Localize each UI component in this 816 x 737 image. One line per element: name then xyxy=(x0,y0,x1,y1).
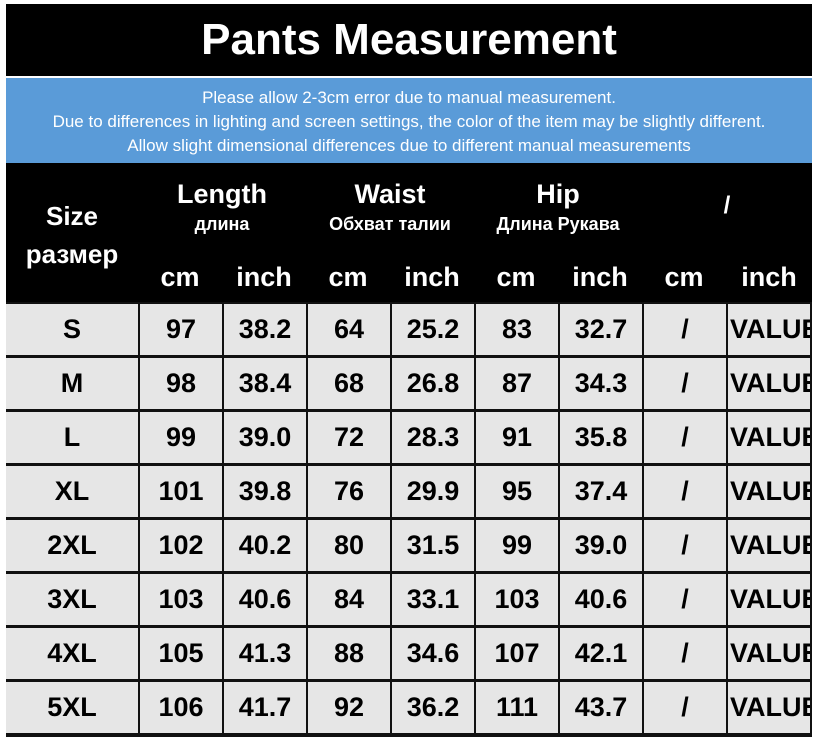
unit-header: inch xyxy=(236,261,292,292)
group-header-ru: Обхват талии xyxy=(329,213,451,234)
table-cell: 40.6 xyxy=(224,574,306,625)
unit-header: cm xyxy=(328,261,368,292)
table-cell: 42.1 xyxy=(560,628,642,679)
table-cell: / xyxy=(644,412,726,463)
table-cell: 98 xyxy=(140,358,222,409)
table-cell: XL xyxy=(6,466,138,517)
unit-header: inch xyxy=(741,261,797,292)
table-cell: 39.0 xyxy=(560,520,642,571)
table-cell: 40.6 xyxy=(560,574,642,625)
table-cell: 64 xyxy=(308,304,390,355)
table-cell: 31.5 xyxy=(392,520,474,571)
table-cell: / xyxy=(644,682,726,733)
table-cell: 43.7 xyxy=(560,682,642,733)
table-cell: 37.4 xyxy=(560,466,642,517)
table-cell: 39.0 xyxy=(224,412,306,463)
unit-header: cm xyxy=(664,261,704,292)
table-cell: 76 xyxy=(308,466,390,517)
table-cell: S xyxy=(6,304,138,355)
table-cell: 80 xyxy=(308,520,390,571)
note-line: Allow slight dimensional differences due… xyxy=(127,136,691,155)
table-cell: 106 xyxy=(140,682,222,733)
size-header-ru: размер xyxy=(25,238,119,269)
table-cell: 41.7 xyxy=(224,682,306,733)
table-cell: VALUE xyxy=(728,412,810,463)
table-cell: / xyxy=(644,358,726,409)
note-line: Please allow 2-3cm error due to manual m… xyxy=(202,88,616,107)
table-cell: 105 xyxy=(140,628,222,679)
table-cell: 34.6 xyxy=(392,628,474,679)
table-header xyxy=(6,163,812,302)
table-cell: / xyxy=(644,628,726,679)
table-cell: 97 xyxy=(140,304,222,355)
unit-header: inch xyxy=(572,261,628,292)
unit-header: cm xyxy=(496,261,536,292)
table-cell: 36.2 xyxy=(392,682,474,733)
unit-header: cm xyxy=(160,261,200,292)
table-cell: 40.2 xyxy=(224,520,306,571)
table-cell: 72 xyxy=(308,412,390,463)
title: Pants Measurement xyxy=(6,4,812,76)
table-cell: 99 xyxy=(140,412,222,463)
table-cell: 111 xyxy=(476,682,558,733)
unit-header: inch xyxy=(404,261,460,292)
table-cell: VALUE xyxy=(728,574,810,625)
table-cell: 35.8 xyxy=(560,412,642,463)
table-cell: 107 xyxy=(476,628,558,679)
table-cell: 88 xyxy=(308,628,390,679)
table-cell: / xyxy=(644,520,726,571)
table-cell: VALUE xyxy=(728,304,810,355)
table-cell: L xyxy=(6,412,138,463)
table-cell: VALUE xyxy=(728,520,810,571)
table-cell: 103 xyxy=(476,574,558,625)
table-cell: 92 xyxy=(308,682,390,733)
table-cell: / xyxy=(644,574,726,625)
table-cell: 2XL xyxy=(6,520,138,571)
table-cell: 103 xyxy=(140,574,222,625)
size-header: Size xyxy=(45,200,99,231)
table-cell: M xyxy=(6,358,138,409)
table-cell: VALUE xyxy=(728,358,810,409)
table-cell: 38.2 xyxy=(224,304,306,355)
table-cell: 34.3 xyxy=(560,358,642,409)
table-cell: 29.9 xyxy=(392,466,474,517)
table-cell: 25.2 xyxy=(392,304,474,355)
group-header: Hip xyxy=(536,178,580,209)
table-cell: 39.8 xyxy=(224,466,306,517)
table-cell: 38.4 xyxy=(224,358,306,409)
notes: Please allow 2-3cm error due to manual m… xyxy=(6,78,812,163)
table-cell: 28.3 xyxy=(392,412,474,463)
table-cell: VALUE xyxy=(728,628,810,679)
table-cell: 83 xyxy=(476,304,558,355)
table-cell: / xyxy=(644,304,726,355)
table-cell: / xyxy=(644,466,726,517)
group-header-ru: длина xyxy=(194,213,250,234)
group-header: Waist xyxy=(354,178,426,209)
table-cell: VALUE xyxy=(728,682,810,733)
note-line: Due to differences in lighting and scree… xyxy=(52,112,766,131)
table-cell: 87 xyxy=(476,358,558,409)
table-cell: 68 xyxy=(308,358,390,409)
table-cell: 33.1 xyxy=(392,574,474,625)
table-cell: 99 xyxy=(476,520,558,571)
table-cell: 102 xyxy=(140,520,222,571)
table-cell: 3XL xyxy=(6,574,138,625)
group-header-ru: Длина Рукава xyxy=(496,213,620,234)
table-cell: VALUE xyxy=(728,466,810,517)
table-cell: 41.3 xyxy=(224,628,306,679)
table-cell: 4XL xyxy=(6,628,138,679)
table-cell: 84 xyxy=(308,574,390,625)
group-header: Length xyxy=(177,178,267,209)
table-cell: 26.8 xyxy=(392,358,474,409)
table-cell: 5XL xyxy=(6,682,138,733)
table-cell: 101 xyxy=(140,466,222,517)
table-cell: 32.7 xyxy=(560,304,642,355)
group-header: / xyxy=(723,192,731,219)
table-cell: 95 xyxy=(476,466,558,517)
table-cell: 91 xyxy=(476,412,558,463)
